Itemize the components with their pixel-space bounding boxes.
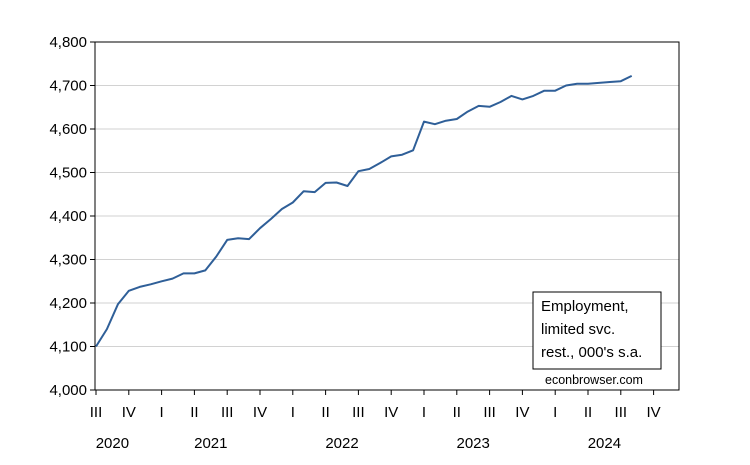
x-quarter-label: I [160, 404, 164, 421]
x-quarter-label: I [422, 404, 426, 421]
x-quarter-label: IV [384, 404, 398, 421]
y-tick-label: 4,300 [49, 252, 87, 269]
x-year-label: 2022 [325, 435, 358, 452]
x-quarter-label: I [553, 404, 557, 421]
x-quarter-label: I [291, 404, 295, 421]
y-tick-label: 4,200 [49, 295, 87, 312]
x-quarter-label: II [321, 404, 329, 421]
x-quarter-label: IV [515, 404, 529, 421]
y-axis-tick-labels: 4,000 4,100 4,200 4,300 4,400 4,500 4,600 4,700… [49, 34, 95, 399]
x-quarter-label: IV [647, 404, 661, 421]
x-quarter-label: III [483, 404, 496, 421]
y-tick-label: 4,500 [49, 165, 87, 182]
legend-line-1: Employment, [541, 298, 629, 315]
x-year-label: 2024 [588, 435, 621, 452]
x-quarter-label: II [190, 404, 198, 421]
x-quarter-label: III [221, 404, 234, 421]
legend-line-3: rest., 000's s.a. [541, 344, 642, 361]
x-quarter-label: III [615, 404, 628, 421]
x-quarter-label: III [90, 404, 103, 421]
legend-box: Employment, limited svc. rest., 000's s.… [532, 291, 662, 370]
series-line-employment [95, 75, 633, 348]
x-axis-year-labels: 2020 2021 2022 2023 2024 [96, 435, 621, 452]
x-quarter-label: II [584, 404, 592, 421]
y-tick-label: 4,700 [49, 78, 87, 95]
y-tick-label: 4,600 [49, 121, 87, 138]
x-year-label: 2020 [96, 435, 129, 452]
x-quarter-label: III [352, 404, 365, 421]
y-tick-label: 4,800 [49, 34, 87, 51]
plot-frame [94, 41, 680, 391]
legend-frame [532, 291, 662, 370]
y-tick-label: 4,000 [49, 382, 87, 399]
gridlines [95, 85, 679, 347]
x-quarter-label: IV [122, 404, 136, 421]
y-tick-label: 4,400 [49, 208, 87, 225]
x-quarter-label: II [453, 404, 461, 421]
watermark-text: econbrowser.com [545, 373, 643, 387]
legend-line-2: limited svc. [541, 321, 615, 338]
x-axis-quarter-ticks: III IV I II III IV I II III IV I II III IV I II III IV [90, 390, 661, 421]
x-year-label: 2021 [194, 435, 227, 452]
x-year-label: 2023 [457, 435, 490, 452]
y-tick-label: 4,100 [49, 339, 87, 356]
x-quarter-label: IV [253, 404, 267, 421]
